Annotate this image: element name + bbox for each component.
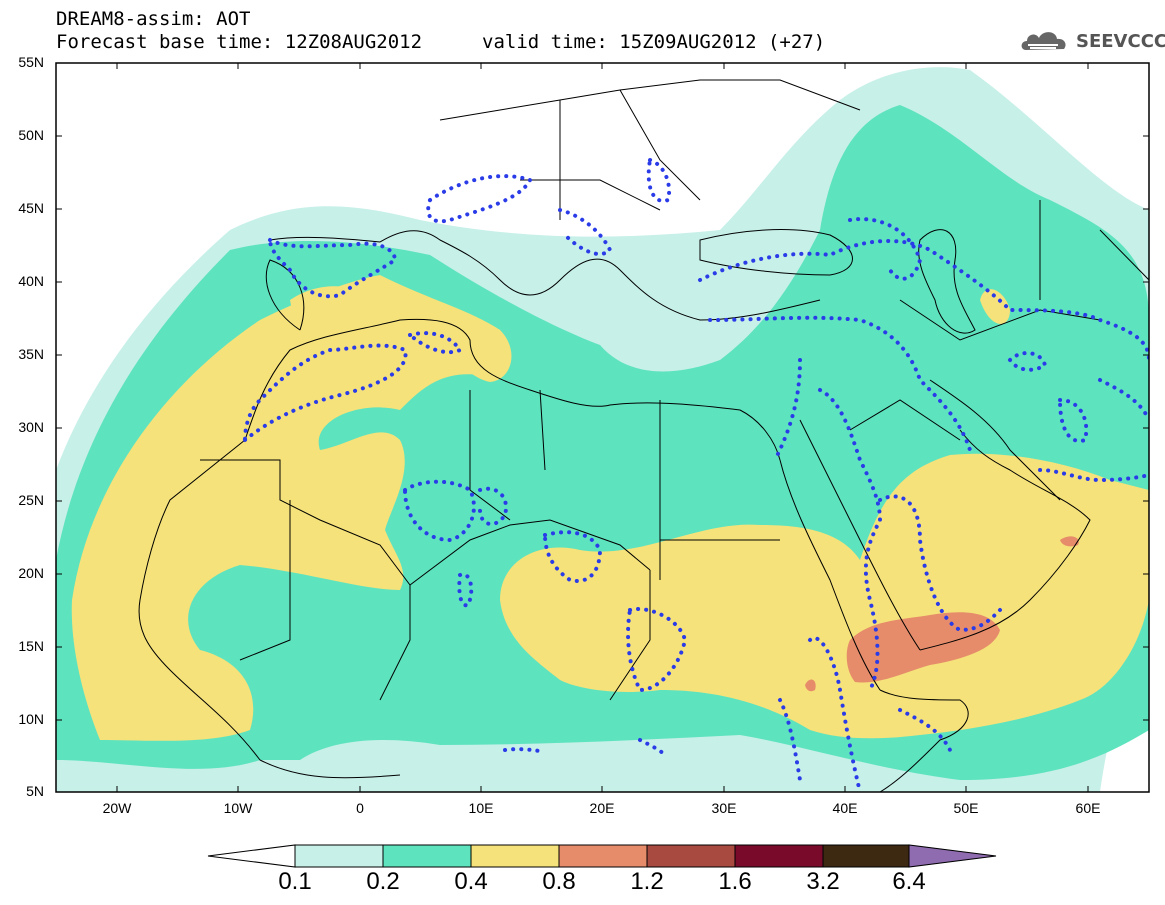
colorbar-bin-7: [822, 844, 910, 868]
cloud-icon: [1021, 32, 1066, 50]
lat-label: 45N: [18, 200, 44, 216]
lat-label: 30N: [18, 419, 44, 435]
lat-label: 25N: [18, 492, 44, 508]
lon-label: 50E: [953, 800, 979, 816]
lon-label: 20E: [589, 800, 615, 816]
lon-label: 60E: [1075, 800, 1101, 816]
lon-label: 10W: [223, 800, 253, 816]
lat-label: 50N: [18, 127, 44, 143]
colorbar-label: 0.8: [542, 868, 576, 895]
colorbar-label: 1.2: [630, 868, 664, 895]
aot-band-0.4-east: [500, 453, 1149, 739]
lat-label: 5N: [26, 783, 44, 799]
lat-label: 20N: [18, 565, 44, 581]
aot-band-0.4-caspian: [980, 289, 1010, 324]
lon-label: 40E: [832, 800, 858, 816]
aot-band-0.4-north: [290, 286, 512, 382]
lat-label: 35N: [18, 346, 44, 362]
colorbar-bin-3: [470, 844, 560, 868]
colorbar-label: 3.2: [806, 868, 840, 895]
colorbar-label: 1.6: [718, 868, 752, 895]
lon-label: 20W: [102, 800, 132, 816]
lat-label: 15N: [18, 638, 44, 654]
axis-ticks: [56, 62, 1149, 793]
map-title: DREAM8-assim: AOT: [56, 8, 251, 30]
coastlines: [138, 79, 1149, 792]
colorbar-bin-4: [558, 844, 648, 868]
colorbar-bin-6: [734, 844, 824, 868]
colorbar-bin-2: [382, 844, 472, 868]
colorbar-label: 0.2: [366, 868, 400, 895]
colorbar-bin-5: [646, 844, 736, 868]
colorbar-label: 0.1: [278, 868, 312, 895]
colorbar-bin-1: [294, 844, 384, 868]
lon-label: 30E: [711, 800, 737, 816]
valid-time: valid time: 15Z09AUG2012 (+27): [482, 31, 826, 53]
forecast-base-time: Forecast base time: 12Z08AUG2012: [56, 31, 423, 53]
colorbar-high-arrow: [908, 844, 997, 868]
colorbar-label: 6.4: [892, 868, 926, 895]
aot-band-0.8-ethiopia: [805, 679, 816, 692]
colorbar-label: 0.4: [454, 868, 488, 895]
lat-label: 55N: [18, 54, 44, 70]
seevccc-logo: SEEVCCC: [1018, 26, 1165, 56]
aot-band-0.8: [846, 612, 1000, 683]
aot-band-0.4-west: [71, 275, 511, 741]
colorbar: [207, 844, 997, 868]
colorbar-low-arrow: [207, 844, 296, 868]
lon-label: 0: [356, 800, 364, 816]
dust-contours: [243, 158, 1149, 792]
lat-label: 10N: [18, 711, 44, 727]
logo-text: SEEVCCC: [1076, 30, 1165, 52]
aot-band-0.8-oman: [1060, 536, 1079, 547]
lat-label: 40N: [18, 273, 44, 289]
lon-label: 10E: [468, 800, 494, 816]
